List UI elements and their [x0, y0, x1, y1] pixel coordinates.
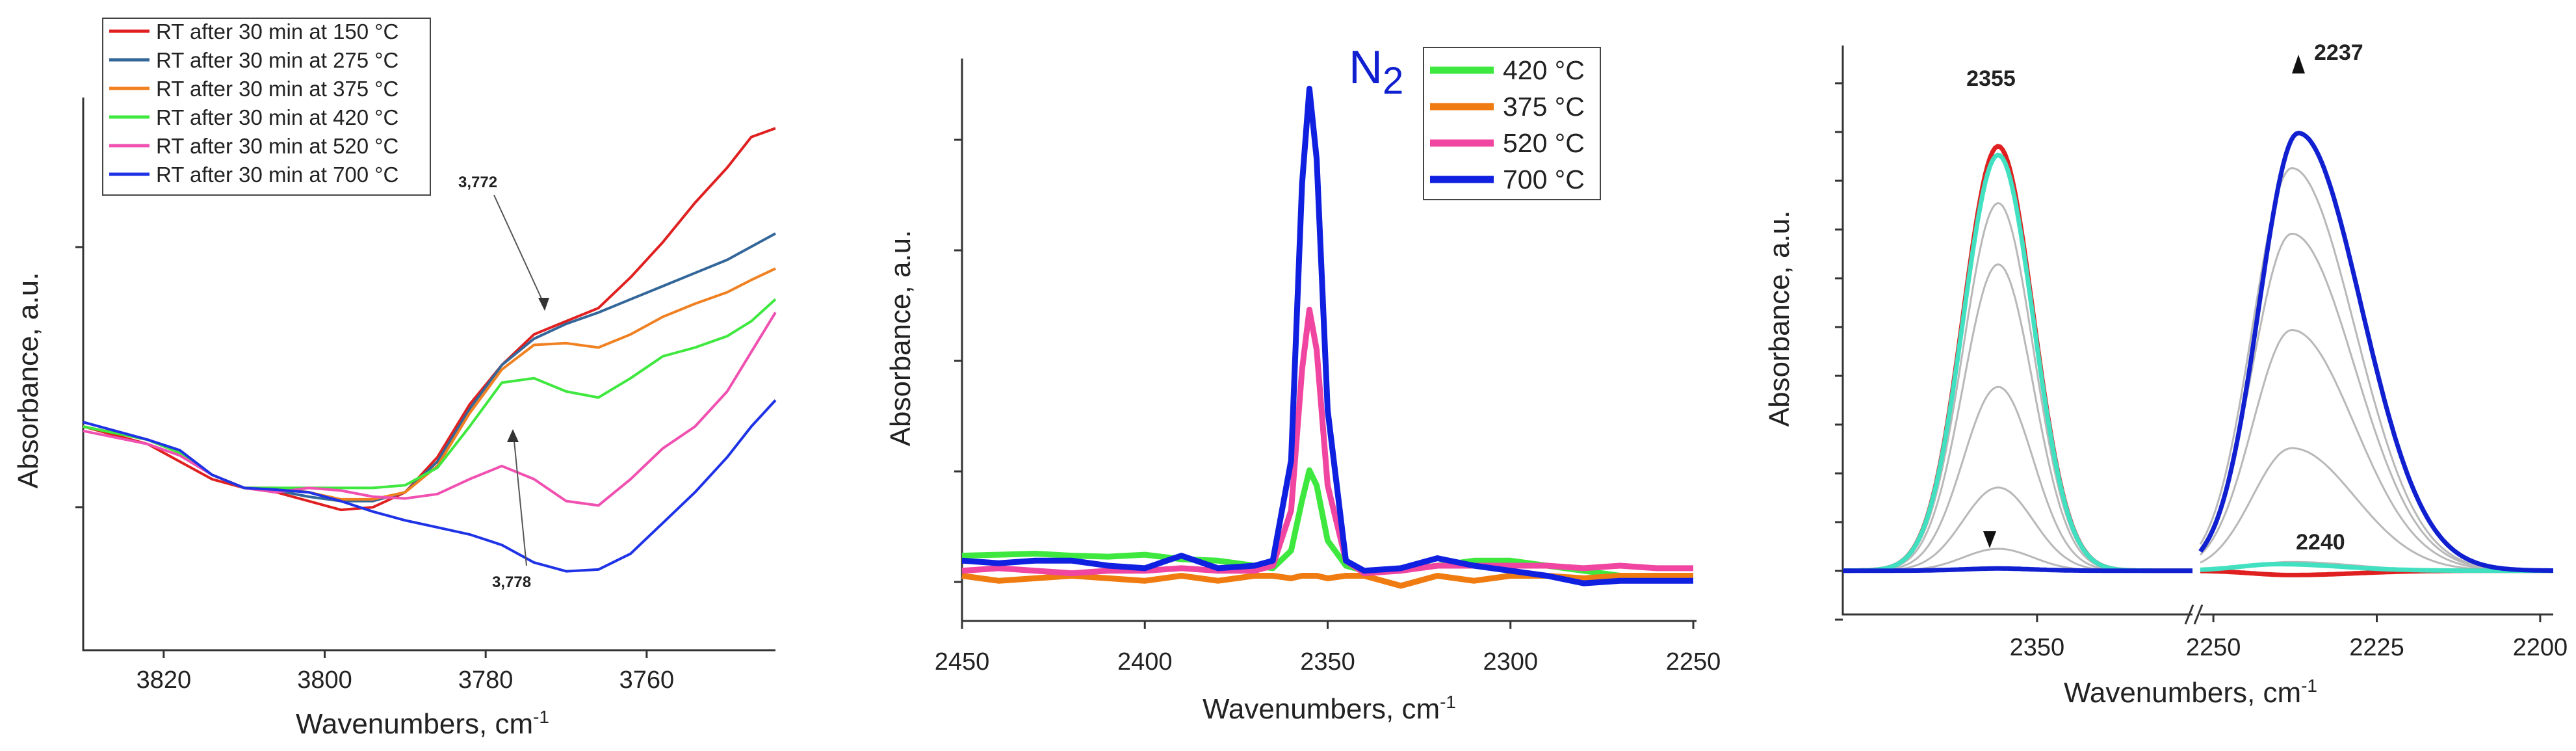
p1-x-label: Wavenumbers, cm-1: [296, 707, 549, 740]
p3-series-line-left: [1843, 263, 2192, 572]
p2-x-tick-label: 2400: [1117, 648, 1173, 676]
p1-x-tick-label: 3820: [137, 666, 192, 694]
p2-legend-label: 700 °C: [1503, 165, 1585, 194]
p1-series-line-5: [83, 399, 777, 573]
p1-legend: [102, 18, 431, 196]
p1-legend-label: RT after 30 min at 520 °C: [156, 134, 398, 158]
p3-up-arrow: [2292, 55, 2305, 73]
p2-x-tick-label: 2250: [1666, 648, 1721, 676]
p3-axis-break: [2193, 604, 2204, 625]
p1-annotation-arrowhead: [538, 298, 549, 311]
p1-annotation-arrowhead: [507, 429, 519, 442]
p2-x-tick-label: 2350: [1300, 648, 1355, 676]
p1-legend-label: RT after 30 min at 420 °C: [156, 105, 398, 129]
p1-legend-label: RT after 30 min at 275 °C: [156, 48, 398, 72]
p3-x-tick-label: 2350: [2010, 634, 2065, 661]
p1-x-tick-label: 3760: [619, 666, 675, 694]
p3-series-line-left: [1842, 152, 2192, 573]
p2-legend-label: 375 °C: [1503, 92, 1585, 122]
p2-y-label: Absorbance, a.u.: [885, 230, 917, 447]
p1-series-line-0: [83, 127, 776, 512]
p1-y-label: Absorbance, a.u.: [12, 272, 44, 489]
p3-series-line-right: [2198, 131, 2553, 573]
p2-n2-label: N2: [1349, 42, 1403, 102]
p1-legend-label: RT after 30 min at 375 °C: [156, 77, 398, 101]
p2-x-label: Wavenumbers, cm-1: [1203, 692, 1456, 725]
p2-x-tick-label: 2450: [935, 648, 990, 676]
p1-legend-label: RT after 30 min at 150 °C: [156, 20, 398, 44]
p3-peak-label-2240: 2240: [2296, 530, 2345, 555]
p2-x-tick-label: 2300: [1483, 648, 1538, 676]
p3-series-line-left: [1843, 386, 2192, 572]
p1-x-tick-label: 3780: [458, 666, 514, 694]
p3-axes-left: [1841, 46, 2192, 616]
p2-series-line-3: [961, 85, 1693, 586]
p3-y-label: Absorbance, a.u.: [1763, 211, 1795, 427]
p2-legend-label: 520 °C: [1503, 128, 1585, 158]
p3-series-line-left: [1843, 202, 2192, 572]
p3-x-tick-label: 2250: [2186, 634, 2241, 661]
p3-series-line-right: [2199, 232, 2553, 572]
p1-axes: [82, 98, 775, 652]
p3-axis-break: [2184, 604, 2194, 625]
p3-series-line-right: [2200, 447, 2553, 572]
p2-series-line-2: [961, 306, 1693, 577]
panel-n2-region: 2450 2400 2350 2300 2250 N2 420 °C 375 °C 520 …: [885, 42, 1721, 725]
p3-peak-label-2237: 2237: [2314, 40, 2363, 65]
p1-annotation-arrow: [493, 194, 545, 306]
panel-oh-region: 3820 3800 3780 3760 3,772 3,778 RT after 30…: [12, 18, 777, 740]
p2-legend-label: 420 °C: [1503, 55, 1585, 85]
p3-x-label: Wavenumbers, cm-1: [2064, 676, 2317, 709]
p3-peak-label-2355: 2355: [1966, 66, 2016, 91]
p3-series-line-right: [2200, 562, 2553, 573]
p3-x-tick-label: 2225: [2349, 634, 2404, 661]
p3-series-line-left: [1843, 486, 2192, 572]
p1-x-tick-label: 3800: [297, 666, 352, 694]
p1-legend-label: RT after 30 min at 700 °C: [156, 163, 398, 187]
p1-annotation-arrow: [513, 434, 527, 566]
p1-annotation-3778: 3,778: [492, 573, 531, 591]
p1-series-line-4: [83, 311, 777, 507]
panel-nitrile-region: 2350 2250 2225 2200 2355 2237 2240 Absorban…: [1763, 40, 2568, 709]
p1-annotation-3772: 3,772: [458, 174, 497, 191]
p3-down-arrow: [1983, 531, 1996, 548]
p3-series-line-left: [1843, 566, 2192, 573]
p3-x-tick-label: 2200: [2513, 634, 2568, 661]
